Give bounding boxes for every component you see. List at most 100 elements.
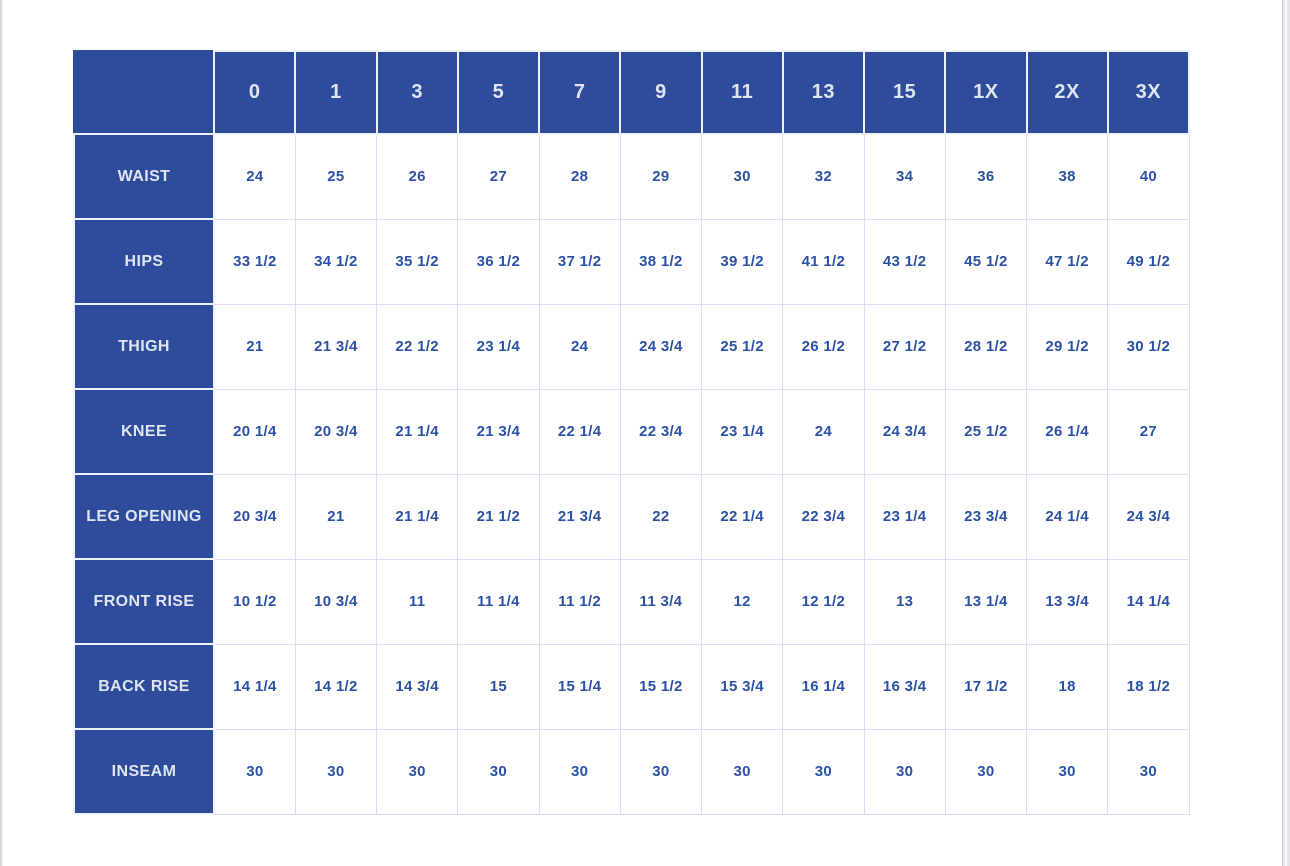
measurement-cell: 13 1/4 <box>944 558 1028 645</box>
table-row-back-rise: BACK RISE 14 1/4 14 1/2 14 3/4 15 15 1/4 15 1/… <box>73 643 1190 730</box>
measurement-cell: 27 <box>1107 388 1190 475</box>
measurement-cell: 25 1/2 <box>700 303 784 390</box>
measurement-cell: 30 <box>294 728 378 815</box>
measurement-cell: 24 <box>538 303 621 390</box>
size-header-3: 3 <box>375 50 459 135</box>
measurement-cell: 30 1/2 <box>1107 303 1190 390</box>
measurement-cell: 15 <box>457 643 540 730</box>
measurement-cell: 40 <box>1107 133 1190 220</box>
measurement-cell: 47 1/2 <box>1025 218 1109 305</box>
measurement-cell: 22 3/4 <box>619 388 703 475</box>
measurement-cell: 15 1/4 <box>538 643 621 730</box>
measurement-cell: 30 <box>1107 728 1190 815</box>
table-row-waist: WAIST 24 25 26 27 28 29 30 32 34 36 38 40 <box>73 133 1190 220</box>
size-header-11: 11 <box>700 50 784 135</box>
measurement-cell: 10 1/2 <box>213 558 296 645</box>
measurement-cell: 11 <box>375 558 459 645</box>
row-label-waist: WAIST <box>73 133 215 220</box>
size-chart-container: 0 1 3 5 7 9 11 13 15 1X 2X 3X WAIST 24 25 26 27 28 29 30 32… <box>73 50 1191 815</box>
measurement-cell: 30 <box>619 728 703 815</box>
measurement-cell: 17 1/2 <box>944 643 1028 730</box>
measurement-cell: 36 <box>944 133 1028 220</box>
measurement-cell: 23 1/4 <box>863 473 946 560</box>
measurement-cell: 22 1/2 <box>375 303 459 390</box>
measurement-cell: 30 <box>1025 728 1109 815</box>
size-chart-table: 0 1 3 5 7 9 11 13 15 1X 2X 3X WAIST 24 25 26 27 28 29 30 32… <box>73 50 1191 815</box>
measurement-cell: 22 1/4 <box>700 473 784 560</box>
measurement-cell: 21 3/4 <box>457 388 540 475</box>
page-left-edge <box>0 0 4 866</box>
measurement-cell: 22 1/4 <box>538 388 621 475</box>
measurement-cell: 24 3/4 <box>619 303 703 390</box>
measurement-cell: 30 <box>863 728 946 815</box>
measurement-cell: 21 3/4 <box>294 303 378 390</box>
measurement-cell: 34 <box>863 133 946 220</box>
measurement-cell: 30 <box>944 728 1028 815</box>
measurement-cell: 23 3/4 <box>944 473 1028 560</box>
size-header-5: 5 <box>456 50 541 135</box>
measurement-cell: 21 <box>213 303 296 390</box>
measurement-cell: 35 1/2 <box>375 218 459 305</box>
measurement-cell: 25 1/2 <box>944 388 1028 475</box>
measurement-cell: 11 1/2 <box>538 558 621 645</box>
size-header-9: 9 <box>619 50 703 135</box>
measurement-cell: 16 3/4 <box>863 643 946 730</box>
measurement-cell: 12 1/2 <box>782 558 865 645</box>
measurement-cell: 34 1/2 <box>294 218 378 305</box>
size-header-1: 1 <box>294 50 378 135</box>
measurement-cell: 26 1/4 <box>1025 388 1109 475</box>
size-header-13: 13 <box>781 50 866 135</box>
vertical-scrollbar[interactable] <box>1282 0 1290 866</box>
measurement-cell: 15 3/4 <box>700 643 784 730</box>
row-label-front-rise: FRONT RISE <box>73 558 215 645</box>
measurement-cell: 29 1/2 <box>1025 303 1109 390</box>
measurement-cell: 38 <box>1025 133 1109 220</box>
measurement-cell: 43 1/2 <box>863 218 946 305</box>
measurement-cell: 20 3/4 <box>294 388 378 475</box>
measurement-cell: 30 <box>700 133 784 220</box>
measurement-cell: 32 <box>782 133 865 220</box>
table-row-front-rise: FRONT RISE 10 1/2 10 3/4 11 11 1/4 11 1/2 11 3… <box>73 558 1190 645</box>
measurement-cell: 12 <box>700 558 784 645</box>
size-header-2x: 2X <box>1025 50 1109 135</box>
measurement-cell: 24 1/4 <box>1025 473 1109 560</box>
measurement-cell: 11 3/4 <box>619 558 703 645</box>
measurement-cell: 30 <box>213 728 296 815</box>
size-header-7: 7 <box>537 50 622 135</box>
row-label-thigh: THIGH <box>73 303 215 390</box>
row-label-inseam: INSEAM <box>73 728 215 815</box>
row-label-hips: HIPS <box>73 218 215 305</box>
measurement-cell: 18 <box>1025 643 1109 730</box>
measurement-cell: 14 1/4 <box>1107 558 1190 645</box>
measurement-cell: 30 <box>782 728 865 815</box>
measurement-cell: 24 3/4 <box>863 388 946 475</box>
measurement-cell: 21 1/4 <box>375 473 459 560</box>
measurement-cell: 39 1/2 <box>700 218 784 305</box>
measurement-cell: 14 1/4 <box>213 643 296 730</box>
measurement-cell: 41 1/2 <box>782 218 865 305</box>
measurement-cell: 26 <box>375 133 459 220</box>
measurement-cell: 20 1/4 <box>213 388 296 475</box>
row-label-back-rise: BACK RISE <box>73 643 215 730</box>
measurement-cell: 21 <box>294 473 378 560</box>
measurement-cell: 14 3/4 <box>375 643 459 730</box>
measurement-cell: 36 1/2 <box>457 218 540 305</box>
measurement-cell: 10 3/4 <box>294 558 378 645</box>
measurement-cell: 21 1/2 <box>457 473 540 560</box>
measurement-cell: 21 1/4 <box>375 388 459 475</box>
measurement-cell: 30 <box>457 728 540 815</box>
measurement-cell: 24 <box>213 133 296 220</box>
measurement-cell: 30 <box>375 728 459 815</box>
size-header-0: 0 <box>212 50 297 135</box>
row-label-knee: KNEE <box>73 388 215 475</box>
measurement-cell: 24 <box>782 388 865 475</box>
measurement-cell: 29 <box>619 133 703 220</box>
measurement-cell: 22 <box>619 473 703 560</box>
measurement-cell: 37 1/2 <box>538 218 621 305</box>
measurement-cell: 23 1/4 <box>700 388 784 475</box>
measurement-cell: 28 <box>538 133 621 220</box>
size-header-row: 0 1 3 5 7 9 11 13 15 1X 2X 3X <box>73 50 1191 135</box>
measurement-cell: 38 1/2 <box>619 218 703 305</box>
measurement-cell: 20 3/4 <box>213 473 296 560</box>
size-header-15: 15 <box>862 50 947 135</box>
